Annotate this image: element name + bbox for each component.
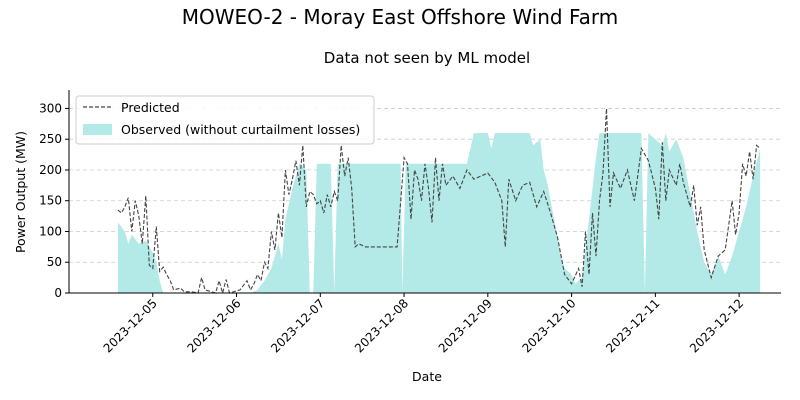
y-axis-label: Power Output (MW)	[13, 131, 28, 253]
x-tick-label: 2023-12-09	[436, 296, 495, 355]
y-tick-label: 200	[39, 163, 62, 177]
y-tick-label: 100	[39, 224, 62, 238]
observed-area	[117, 133, 761, 293]
x-tick-label: 2023-12-07	[268, 296, 327, 355]
legend-observed-swatch	[83, 124, 112, 135]
legend-frame	[75, 95, 375, 145]
x-tick-label: 2023-12-06	[184, 296, 243, 355]
y-tick-label: 150	[39, 194, 62, 208]
x-tick-label: 2023-12-12	[687, 296, 746, 355]
x-tick-label: 2023-12-11	[603, 296, 662, 355]
x-tick-label: 2023-12-05	[101, 296, 160, 355]
predicted-line-layer	[117, 108, 761, 296]
y-tick-label: 0	[54, 286, 62, 300]
legend-predicted-label: Predicted	[121, 100, 180, 115]
y-axis-ticks: 0 50 100 150 200 250 300	[39, 101, 69, 300]
chart-title: Data not seen by ML model	[324, 49, 530, 67]
legend-observed-label: Observed (without curtailment losses)	[121, 122, 360, 137]
x-axis-label: Date	[412, 369, 442, 384]
y-tick-label: 250	[39, 132, 62, 146]
x-axis-ticks: 2023-12-05 2023-12-06 2023-12-07 2023-12-08…	[101, 293, 746, 355]
axes	[68, 90, 781, 294]
x-tick-label: 2023-12-10	[519, 296, 578, 355]
predicted-line	[117, 108, 761, 296]
x-tick-label: 2023-12-08	[352, 296, 411, 355]
y-tick-label: 50	[47, 255, 62, 269]
y-tick-label: 300	[39, 101, 62, 115]
observed-area-layer	[117, 133, 761, 293]
legend: Predicted Observed (without curtailment …	[75, 95, 375, 145]
chart-suptitle: MOWEO-2 - Moray East Offshore Wind Farm	[182, 5, 618, 29]
